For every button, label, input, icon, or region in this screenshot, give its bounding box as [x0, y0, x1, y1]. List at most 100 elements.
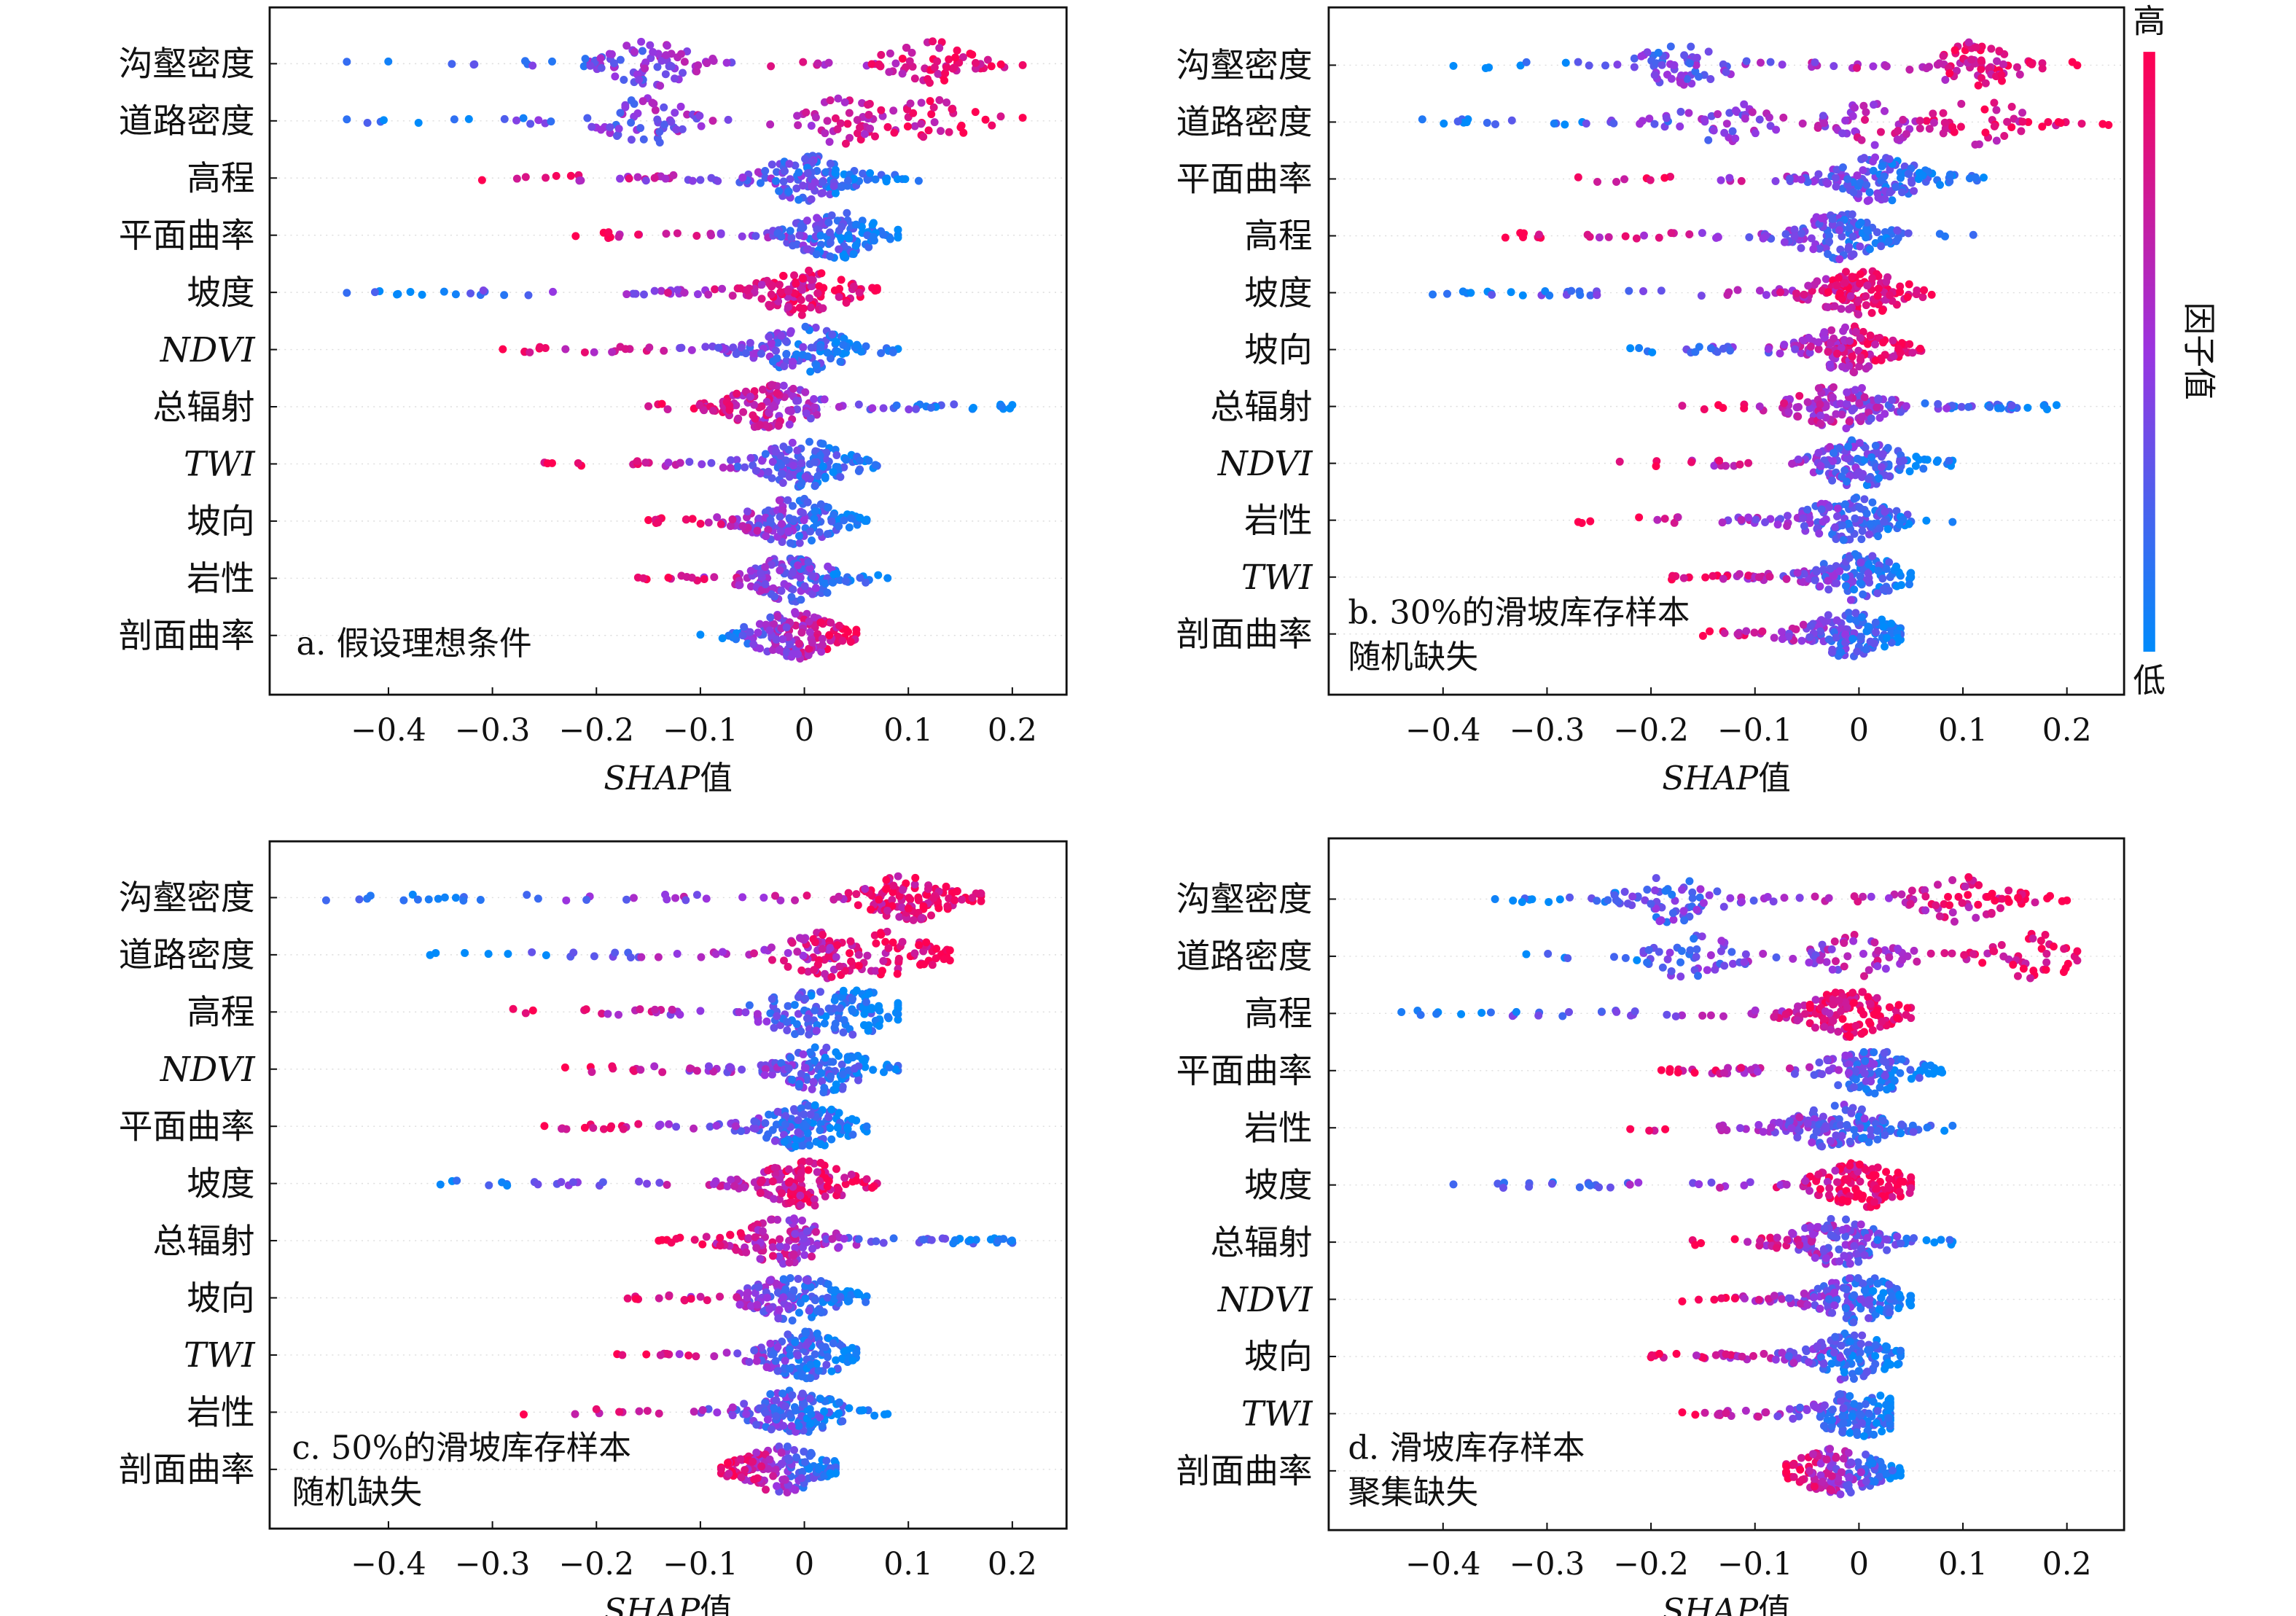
feature-label: 总辐射: [152, 1222, 254, 1261]
feature-points: [540, 437, 881, 491]
shap-point: [379, 116, 388, 125]
shap-point: [930, 118, 939, 127]
shap-point: [655, 1179, 664, 1187]
shap-point: [614, 233, 623, 241]
shap-point: [816, 343, 825, 351]
shap-point: [904, 904, 913, 913]
shap-point: [847, 514, 856, 523]
shap-point: [1735, 570, 1744, 579]
shap-point: [690, 1408, 698, 1416]
shap-point: [785, 472, 794, 481]
shap-point: [848, 1356, 857, 1365]
shap-point: [810, 966, 819, 975]
shap-point: [854, 1235, 863, 1244]
shap-point: [808, 536, 816, 544]
shap-point: [789, 384, 797, 393]
shap-point: [504, 950, 512, 959]
shap-point: [778, 469, 786, 478]
shap-point: [803, 1276, 812, 1285]
shap-point: [822, 1043, 831, 1052]
shap-point: [823, 1353, 832, 1362]
shap-point: [645, 343, 654, 352]
shap-point: [826, 228, 834, 237]
shap-point: [1835, 255, 1844, 264]
shap-point: [813, 1168, 821, 1176]
shap-point: [1795, 402, 1803, 411]
shap-point: [777, 1189, 786, 1198]
shap-point: [797, 596, 805, 604]
shap-point: [673, 229, 682, 238]
shap-point: [822, 1360, 831, 1369]
shap-point: [1780, 340, 1789, 349]
shap-point: [1593, 178, 1602, 187]
shap-point: [802, 108, 811, 117]
shap-point: [1879, 338, 1888, 347]
shap-point: [733, 462, 742, 471]
shap-point: [1780, 399, 1789, 407]
shap-point: [817, 647, 826, 656]
shap-point: [838, 636, 847, 645]
shap-point: [1742, 627, 1751, 636]
shap-point: [858, 1055, 867, 1063]
shap-point: [1853, 647, 1862, 656]
shap-point: [754, 628, 762, 637]
shap-point: [1861, 115, 1870, 124]
shap-point: [778, 1389, 787, 1398]
shap-point: [772, 448, 781, 456]
shap-point: [811, 1296, 820, 1305]
shap-point: [787, 1422, 796, 1430]
shap-point: [803, 1014, 811, 1023]
shap-point: [899, 886, 907, 894]
shap-point: [790, 271, 799, 280]
shap-point: [1838, 163, 1847, 172]
shap-point: [1883, 525, 1892, 534]
shap-point: [757, 294, 766, 303]
shap-point: [762, 397, 771, 406]
shap-point: [827, 1135, 836, 1144]
shap-point: [719, 464, 727, 472]
shap-point: [915, 941, 924, 950]
shap-point: [823, 588, 832, 597]
shap-point: [1850, 585, 1859, 594]
shap-point: [808, 1244, 817, 1253]
shap-point: [766, 613, 775, 622]
shap-point: [738, 522, 747, 531]
shap-point: [558, 1124, 566, 1133]
shap-point: [801, 388, 810, 397]
shap-point: [571, 232, 580, 241]
shap-point: [773, 612, 782, 621]
shap-point: [649, 99, 658, 108]
shap-point: [799, 1050, 808, 1058]
shap-point: [459, 897, 468, 905]
shap-point: [692, 891, 701, 899]
shap-point: [893, 175, 902, 184]
shap-point: [821, 1053, 829, 1062]
shap-point: [813, 214, 821, 222]
shap-point: [779, 381, 788, 390]
shap-point: [521, 1009, 530, 1018]
shap-point: [1685, 59, 1694, 68]
shap-point: [1783, 522, 1792, 531]
shap-point: [763, 1293, 772, 1302]
shap-point: [1797, 229, 1806, 238]
shap-point: [1794, 412, 1803, 421]
shap-point: [784, 496, 792, 504]
shap-point: [526, 348, 534, 356]
shap-point: [969, 403, 977, 412]
shap-point: [622, 290, 631, 299]
feature-points: [499, 322, 902, 376]
shap-point: [861, 517, 870, 526]
shap-point: [636, 1005, 644, 1014]
shap-point: [831, 114, 840, 122]
shap-point: [1881, 507, 1889, 516]
shap-point: [1840, 278, 1849, 287]
shap-point: [804, 651, 813, 660]
shap-point: [813, 59, 822, 68]
shap-point: [1776, 288, 1784, 297]
shap-point: [1894, 344, 1903, 353]
shap-point: [790, 1001, 799, 1010]
shap-point: [1833, 281, 1842, 290]
shap-point: [1809, 245, 1818, 254]
shap-point: [1666, 42, 1675, 51]
shap-point: [760, 1071, 769, 1080]
